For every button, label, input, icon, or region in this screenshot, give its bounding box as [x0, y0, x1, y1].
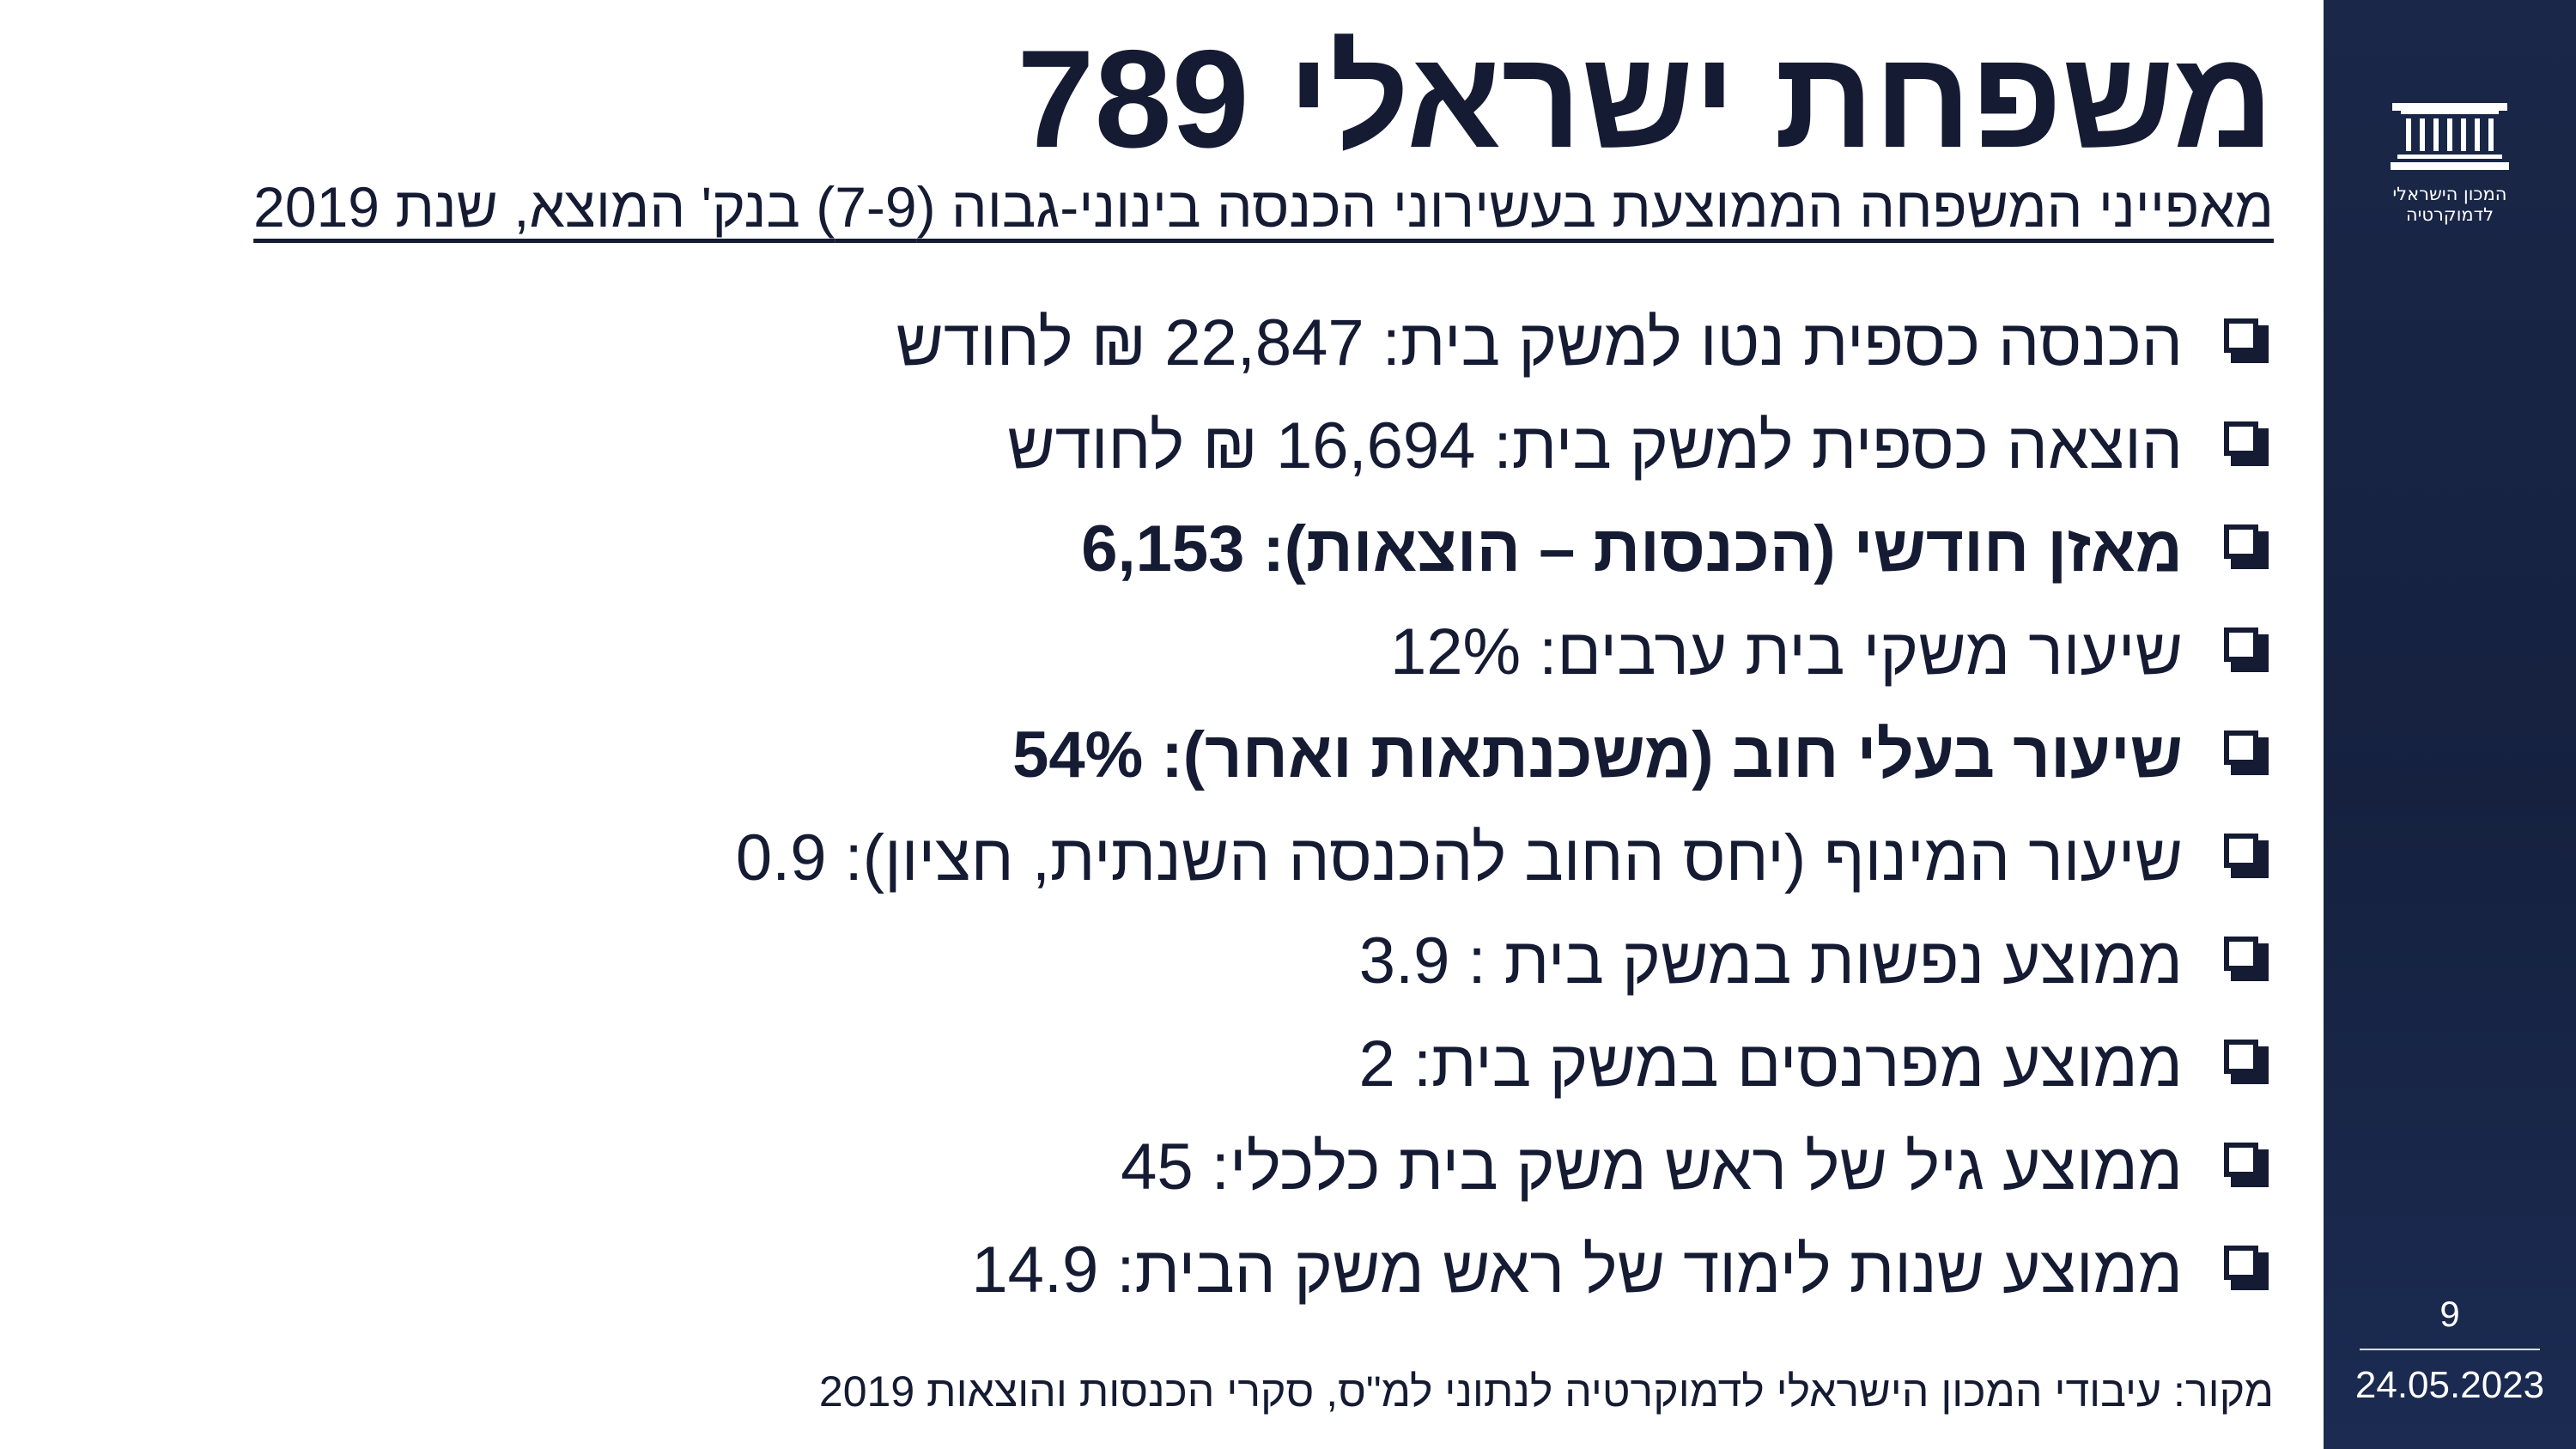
checkbox-bullet-icon	[2224, 318, 2274, 368]
bullet-item: מאזן חודשי (הכנסות – הוצאות): 6,153	[736, 498, 2274, 601]
bullet-text: הכנסה כספית נטו למשק בית: 22,847 ₪ לחודש	[896, 306, 2183, 379]
bullet-item: שיעור המינוף (יחס החוב להכנסה השנתית, חצ…	[736, 807, 2274, 910]
bullet-text: ממוצע שנות לימוד של ראש משק הבית: 14.9	[971, 1234, 2183, 1307]
sidebar: המכון הישראלי לדמוקרטיה 9 24.05.2023	[2324, 0, 2576, 1449]
bullet-item: הוצאה כספית למשק בית: 16,694 ₪ לחודש	[736, 395, 2274, 498]
bullet-text: שיעור בעלי חוב (משכנתאות ואחר): 54%	[1012, 718, 2183, 791]
logo-text-line: המכון הישראלי	[2392, 184, 2507, 204]
checkbox-bullet-icon	[2224, 937, 2274, 986]
checkbox-bullet-icon	[2224, 524, 2274, 574]
checkbox-bullet-icon	[2224, 1246, 2274, 1295]
checkbox-bullet-icon	[2224, 834, 2274, 883]
bullet-item: הכנסה כספית נטו למשק בית: 22,847 ₪ לחודש	[736, 292, 2274, 395]
bullet-item: ממוצע מפרנסים במשק בית: 2	[736, 1013, 2274, 1116]
logo-text: המכון הישראלי לדמוקרטיה	[2324, 184, 2576, 225]
page-number: 9	[2439, 1294, 2460, 1334]
bullet-item: ממוצע נפשות במשק בית : 3.9	[736, 910, 2274, 1013]
bullet-item: ממוצע גיל של ראש משק בית כלכלי: 45	[736, 1116, 2274, 1219]
bullet-item: שיעור משקי בית ערבים: 12%	[736, 601, 2274, 704]
institute-logo: המכון הישראלי לדמוקרטיה	[2324, 101, 2576, 239]
checkbox-bullet-icon	[2224, 627, 2274, 677]
bullet-text: הוצאה כספית למשק בית: 16,694 ₪ לחודש	[1007, 409, 2183, 482]
logo-text-line: לדמוקרטיה	[2405, 204, 2494, 225]
bullet-text: מאזן חודשי (הכנסות – הוצאות): 6,153	[1081, 512, 2183, 585]
bullet-text: שיעור משקי בית ערבים: 12%	[1390, 615, 2183, 688]
bullet-list: הכנסה כספית נטו למשק בית: 22,847 ₪ לחודש…	[736, 292, 2274, 1322]
bullet-item: ממוצע שנות לימוד של ראש משק הבית: 14.9	[736, 1219, 2274, 1322]
checkbox-bullet-icon	[2224, 1143, 2274, 1192]
checkbox-bullet-icon	[2224, 421, 2274, 471]
slide-title: משפחת ישראלי 789	[1017, 21, 2274, 177]
sidebar-divider	[2360, 1349, 2540, 1350]
bullet-text: ממוצע גיל של ראש משק בית כלכלי: 45	[1121, 1131, 2183, 1203]
checkbox-bullet-icon	[2224, 731, 2274, 780]
bullet-text: ממוצע נפשות במשק בית : 3.9	[1358, 925, 2183, 997]
slide-subtitle: מאפייני המשפחה הממוצעת בעשירוני הכנסה בי…	[253, 175, 2274, 239]
slide-date: 24.05.2023	[2354, 1364, 2545, 1406]
bullet-text: ממוצע מפרנסים במשק בית: 2	[1358, 1028, 2183, 1100]
parliament-columns-icon	[2391, 103, 2509, 170]
bullet-text: שיעור המינוף (יחס החוב להכנסה השנתית, חצ…	[735, 822, 2183, 894]
bullet-item: שיעור בעלי חוב (משכנתאות ואחר): 54%	[736, 704, 2274, 807]
source-note: מקור: עיבודי המכון הישראלי לדמוקרטיה לנת…	[818, 1367, 2274, 1416]
checkbox-bullet-icon	[2224, 1040, 2274, 1089]
